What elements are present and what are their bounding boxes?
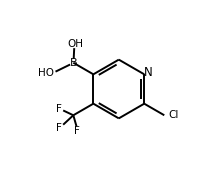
Text: HO: HO xyxy=(38,67,54,78)
Text: F: F xyxy=(56,122,62,133)
Text: F: F xyxy=(56,104,62,114)
Text: F: F xyxy=(74,126,80,137)
Text: OH: OH xyxy=(67,38,83,49)
Text: B: B xyxy=(69,58,77,68)
Text: N: N xyxy=(144,66,153,79)
Text: Cl: Cl xyxy=(169,110,179,120)
